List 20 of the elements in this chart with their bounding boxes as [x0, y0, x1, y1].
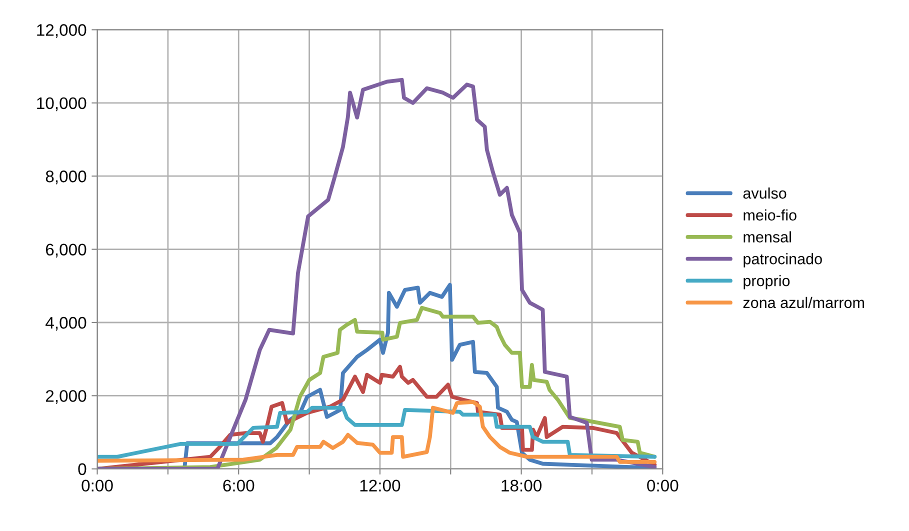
legend-label: meio-fio [744, 209, 796, 221]
y-tick-label: 10,000 [37, 97, 86, 112]
legend-label: patrocinado [744, 253, 822, 268]
y-tick-label: 0 [78, 463, 86, 476]
legend-label: mensal [744, 231, 791, 242]
y-tick-label: 2,000 [46, 390, 86, 404]
x-tick-label: 6:00 [223, 480, 254, 492]
legend-label: avulso [743, 187, 786, 199]
legend-label: zona azul/marrom [743, 296, 864, 308]
y-tick-label: 6,000 [46, 244, 86, 258]
line-series [97, 78, 657, 469]
x-tick-label: 0:00 [647, 480, 678, 492]
x-tick-label: 0:00 [82, 480, 113, 492]
legend-label: proprio [744, 275, 790, 290]
y-tick-label: 8,000 [46, 170, 86, 184]
y-tick-label: 4,000 [46, 316, 86, 331]
y-tick-label: 12,000 [37, 24, 86, 38]
x-tick-label: 18:00 [502, 480, 542, 492]
x-tick-label: 12:00 [360, 480, 400, 492]
line-series [97, 400, 657, 464]
